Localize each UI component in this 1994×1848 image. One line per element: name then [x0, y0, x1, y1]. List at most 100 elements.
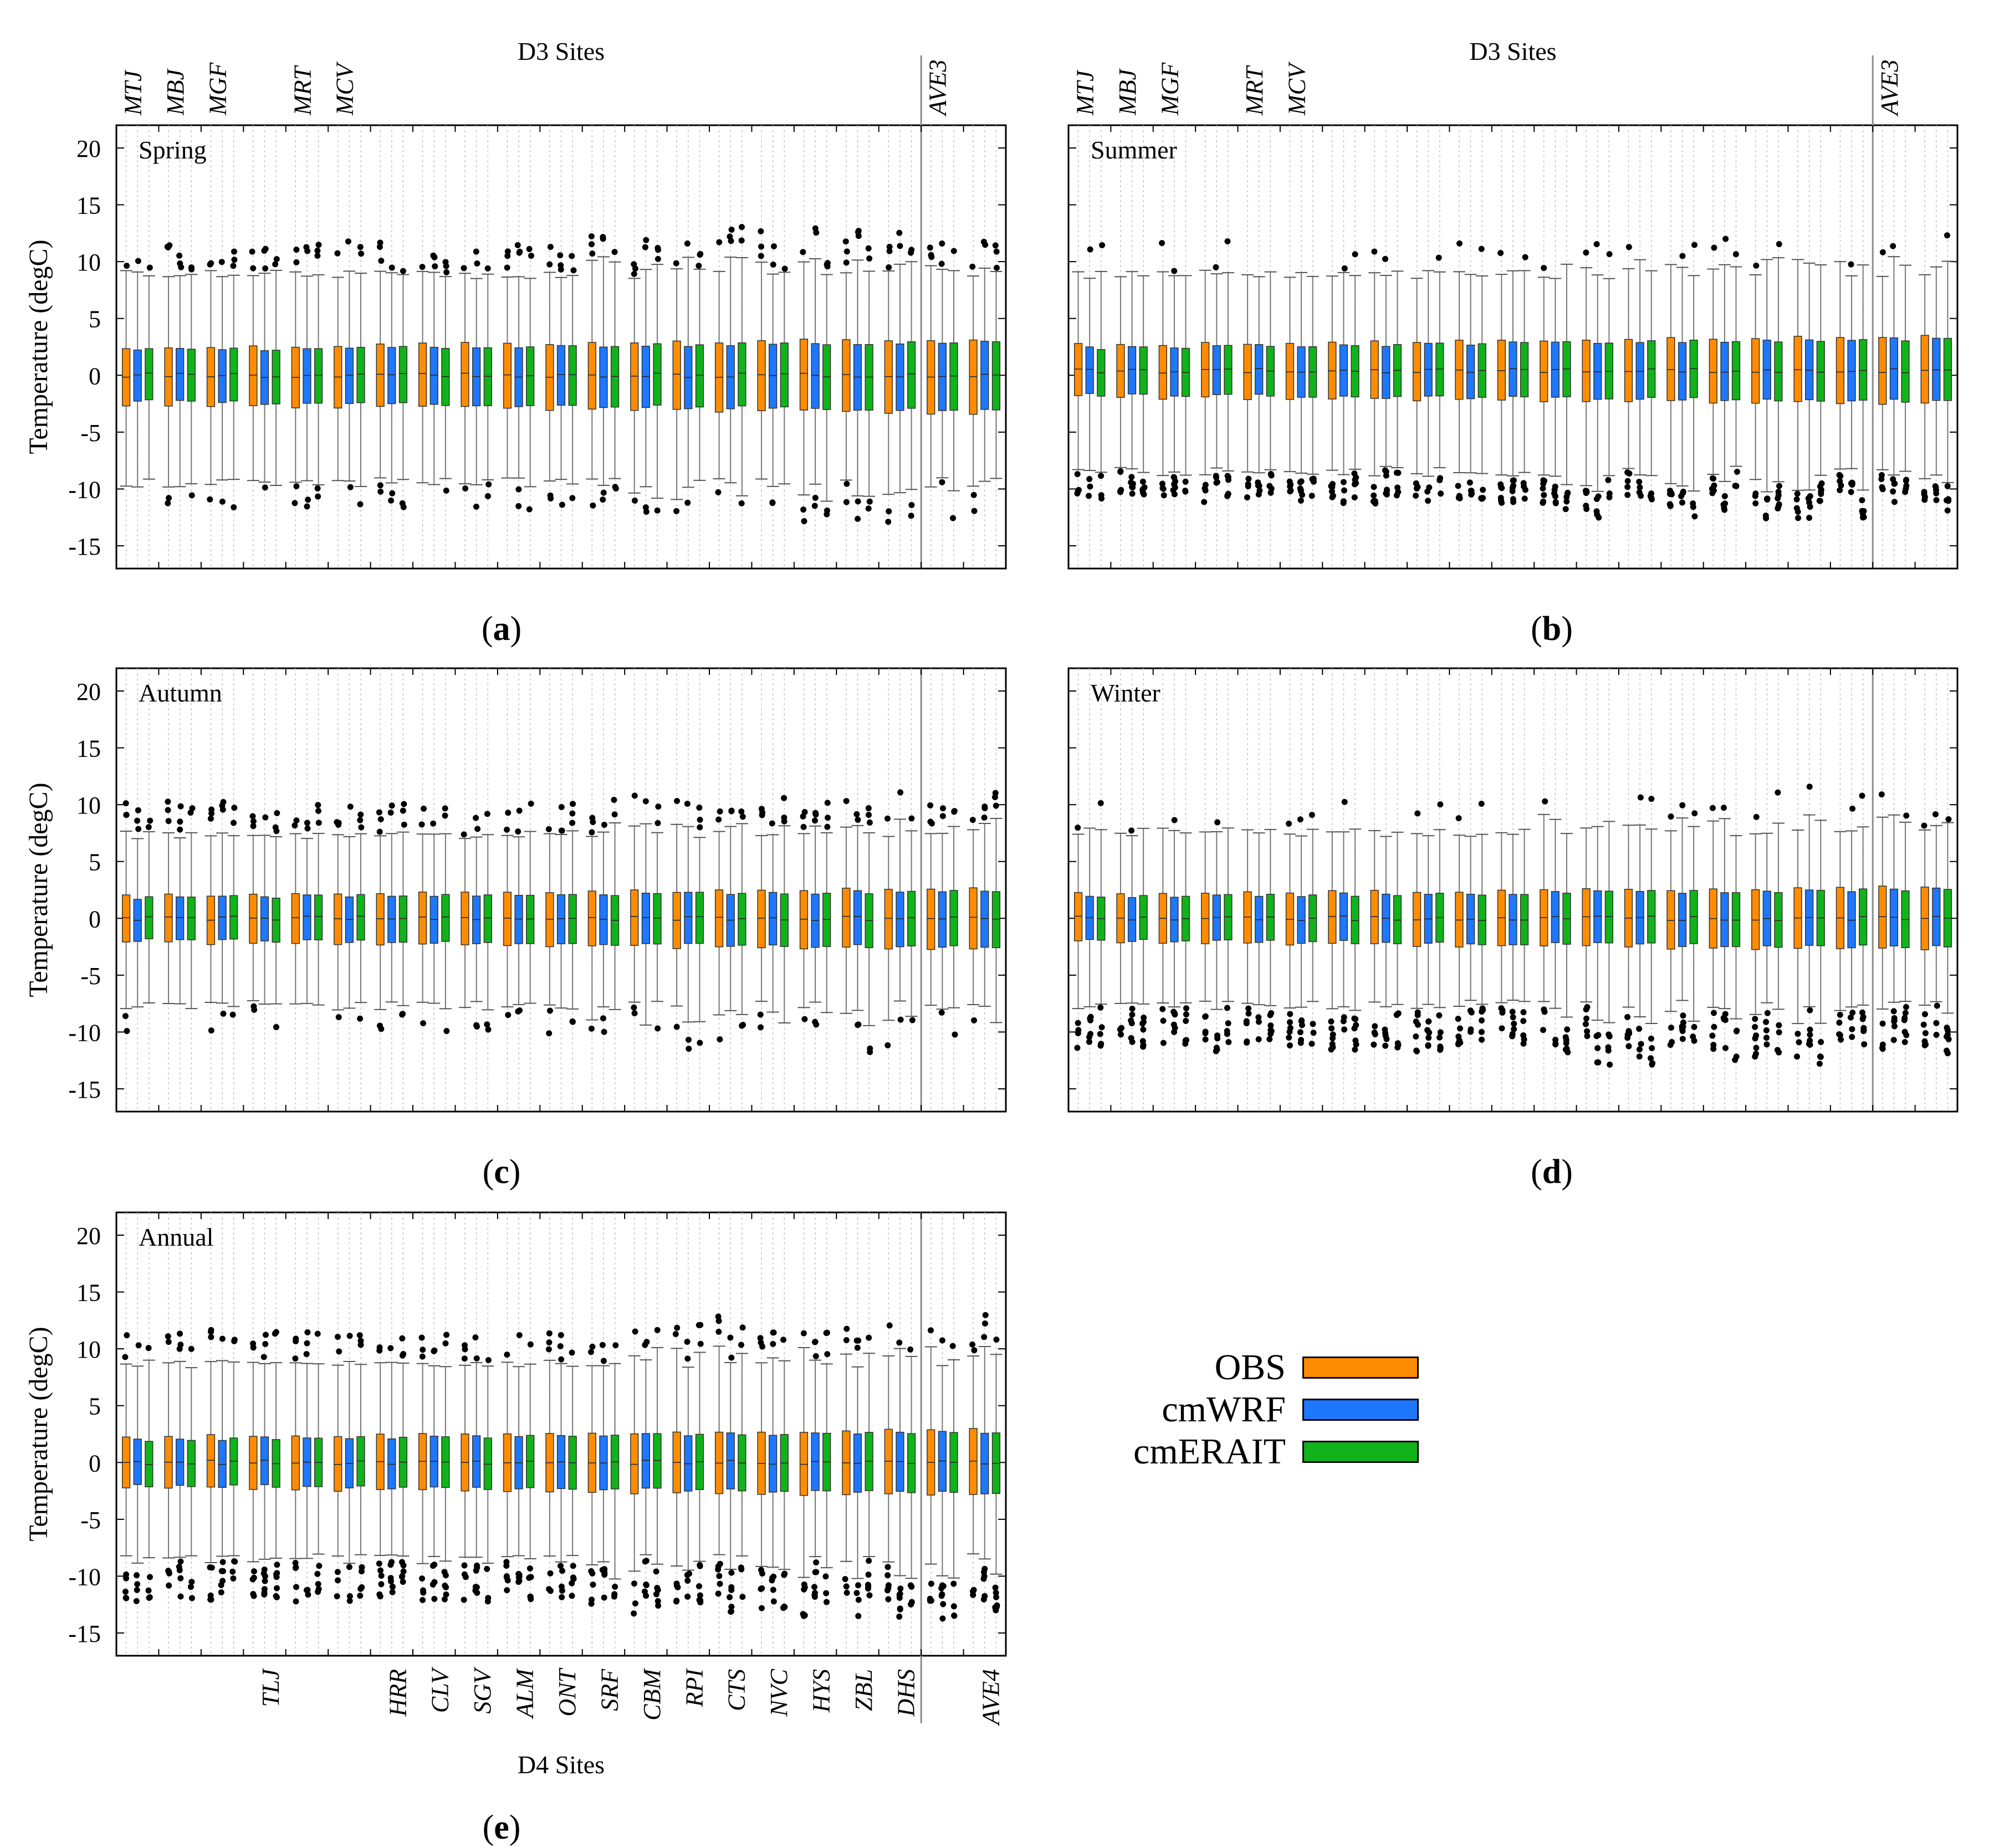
outlier-point: [377, 482, 384, 489]
outlier-point: [1763, 515, 1770, 521]
outlier-point: [980, 1569, 987, 1575]
box-cmwrf: [1422, 835, 1435, 1049]
outlier-point: [124, 1332, 130, 1339]
outlier-point: [569, 1593, 575, 1599]
box-cmerait: [1518, 828, 1531, 1047]
outlier-point: [994, 264, 1000, 271]
box-cmerait: [227, 1337, 240, 1581]
outlier-point: [1732, 251, 1739, 258]
outlier-point: [208, 1327, 214, 1333]
outlier-point: [781, 1603, 788, 1610]
box-body: [1435, 342, 1444, 397]
outlier-point: [1691, 810, 1698, 817]
outlier-point: [165, 798, 171, 805]
box-cmwrf: [1803, 262, 1816, 521]
outlier-point: [769, 820, 775, 827]
outlier-point: [800, 1611, 806, 1617]
outlier-point: [824, 800, 831, 806]
box-cmerait: [1137, 275, 1150, 498]
outlier-point: [135, 826, 142, 832]
box-body: [1635, 342, 1644, 400]
outlier-point: [1298, 1018, 1305, 1025]
outlier-point: [728, 1584, 735, 1590]
outlier-point: [484, 1021, 490, 1028]
box-cmwrf: [1507, 270, 1519, 505]
outlier-point: [1393, 1012, 1400, 1018]
outlier-point: [334, 1334, 341, 1340]
box-cmwrf: [258, 245, 271, 491]
outlier-point: [431, 254, 438, 260]
outlier-point: [1255, 1036, 1262, 1042]
box-body: [556, 894, 566, 944]
outlier-point: [1468, 492, 1475, 498]
outlier-point: [1086, 475, 1093, 482]
outlier-point: [611, 811, 618, 818]
box-cmwrf: [131, 258, 144, 488]
box-cmerait: [1603, 251, 1615, 500]
outlier-point: [1711, 1023, 1717, 1030]
outlier-point: [1625, 244, 1632, 250]
outlier-point: [303, 1351, 310, 1358]
outlier-point: [359, 1584, 365, 1590]
outlier-point: [357, 501, 364, 508]
outlier-point: [231, 1338, 238, 1344]
box-cmwrf: [809, 225, 822, 509]
outlier-point: [356, 1332, 363, 1339]
box-cmwrf: [1676, 253, 1689, 506]
box-body: [1666, 890, 1675, 950]
box-body: [145, 348, 154, 401]
outlier-point: [569, 810, 576, 817]
box-body: [969, 887, 978, 950]
outlier-point: [1891, 1023, 1898, 1030]
box-body: [514, 894, 523, 944]
box-obs: [120, 263, 132, 487]
box-cmwrf: [1591, 241, 1604, 521]
box-body: [653, 893, 662, 945]
outlier-point: [1879, 1041, 1886, 1048]
outlier-point: [1329, 481, 1336, 488]
outlier-point: [866, 498, 873, 505]
outlier-point: [334, 250, 341, 257]
outlier-point: [1540, 1027, 1546, 1033]
box-body: [164, 893, 173, 943]
outlier-point: [684, 1578, 691, 1584]
outlier-point: [631, 1010, 638, 1017]
outlier-point: [177, 818, 183, 825]
outlier-point: [728, 1569, 735, 1576]
outlier-point: [780, 1337, 787, 1343]
outlier-point: [1075, 1020, 1081, 1026]
box-cmwrf: [1083, 827, 1096, 1045]
outlier-point: [231, 504, 237, 511]
outlier-point: [1330, 493, 1336, 499]
outlier-point: [982, 1312, 989, 1318]
outlier-point: [1224, 493, 1231, 499]
box-obs: [840, 798, 852, 1014]
outlier-point: [813, 1569, 820, 1575]
box-body: [1243, 344, 1252, 400]
box-body: [1709, 339, 1717, 404]
outlier-point: [1382, 1026, 1388, 1033]
outlier-point: [546, 1007, 553, 1014]
box-cmerait: [905, 815, 918, 1023]
outlier-point: [484, 493, 491, 499]
outlier-point: [1139, 1038, 1146, 1045]
outlier-point: [1395, 1042, 1402, 1048]
outlier-point: [673, 260, 679, 267]
outlier-point: [612, 1584, 618, 1590]
box-body: [769, 344, 778, 409]
panel-title-autumn: Autumn: [139, 679, 222, 707]
outlier-point: [1393, 492, 1400, 499]
box-body: [1297, 896, 1306, 944]
box-obs: [1834, 261, 1847, 494]
box-cmwrf: [1718, 236, 1731, 513]
outlier-point: [717, 808, 723, 815]
outlier-point: [1680, 1019, 1686, 1026]
box-cmerait: [651, 1327, 663, 1609]
outlier-point: [1510, 496, 1516, 503]
outlier-point: [1352, 480, 1358, 487]
outlier-point: [377, 816, 384, 822]
outlier-point: [588, 1025, 595, 1032]
box-body: [1774, 892, 1783, 948]
